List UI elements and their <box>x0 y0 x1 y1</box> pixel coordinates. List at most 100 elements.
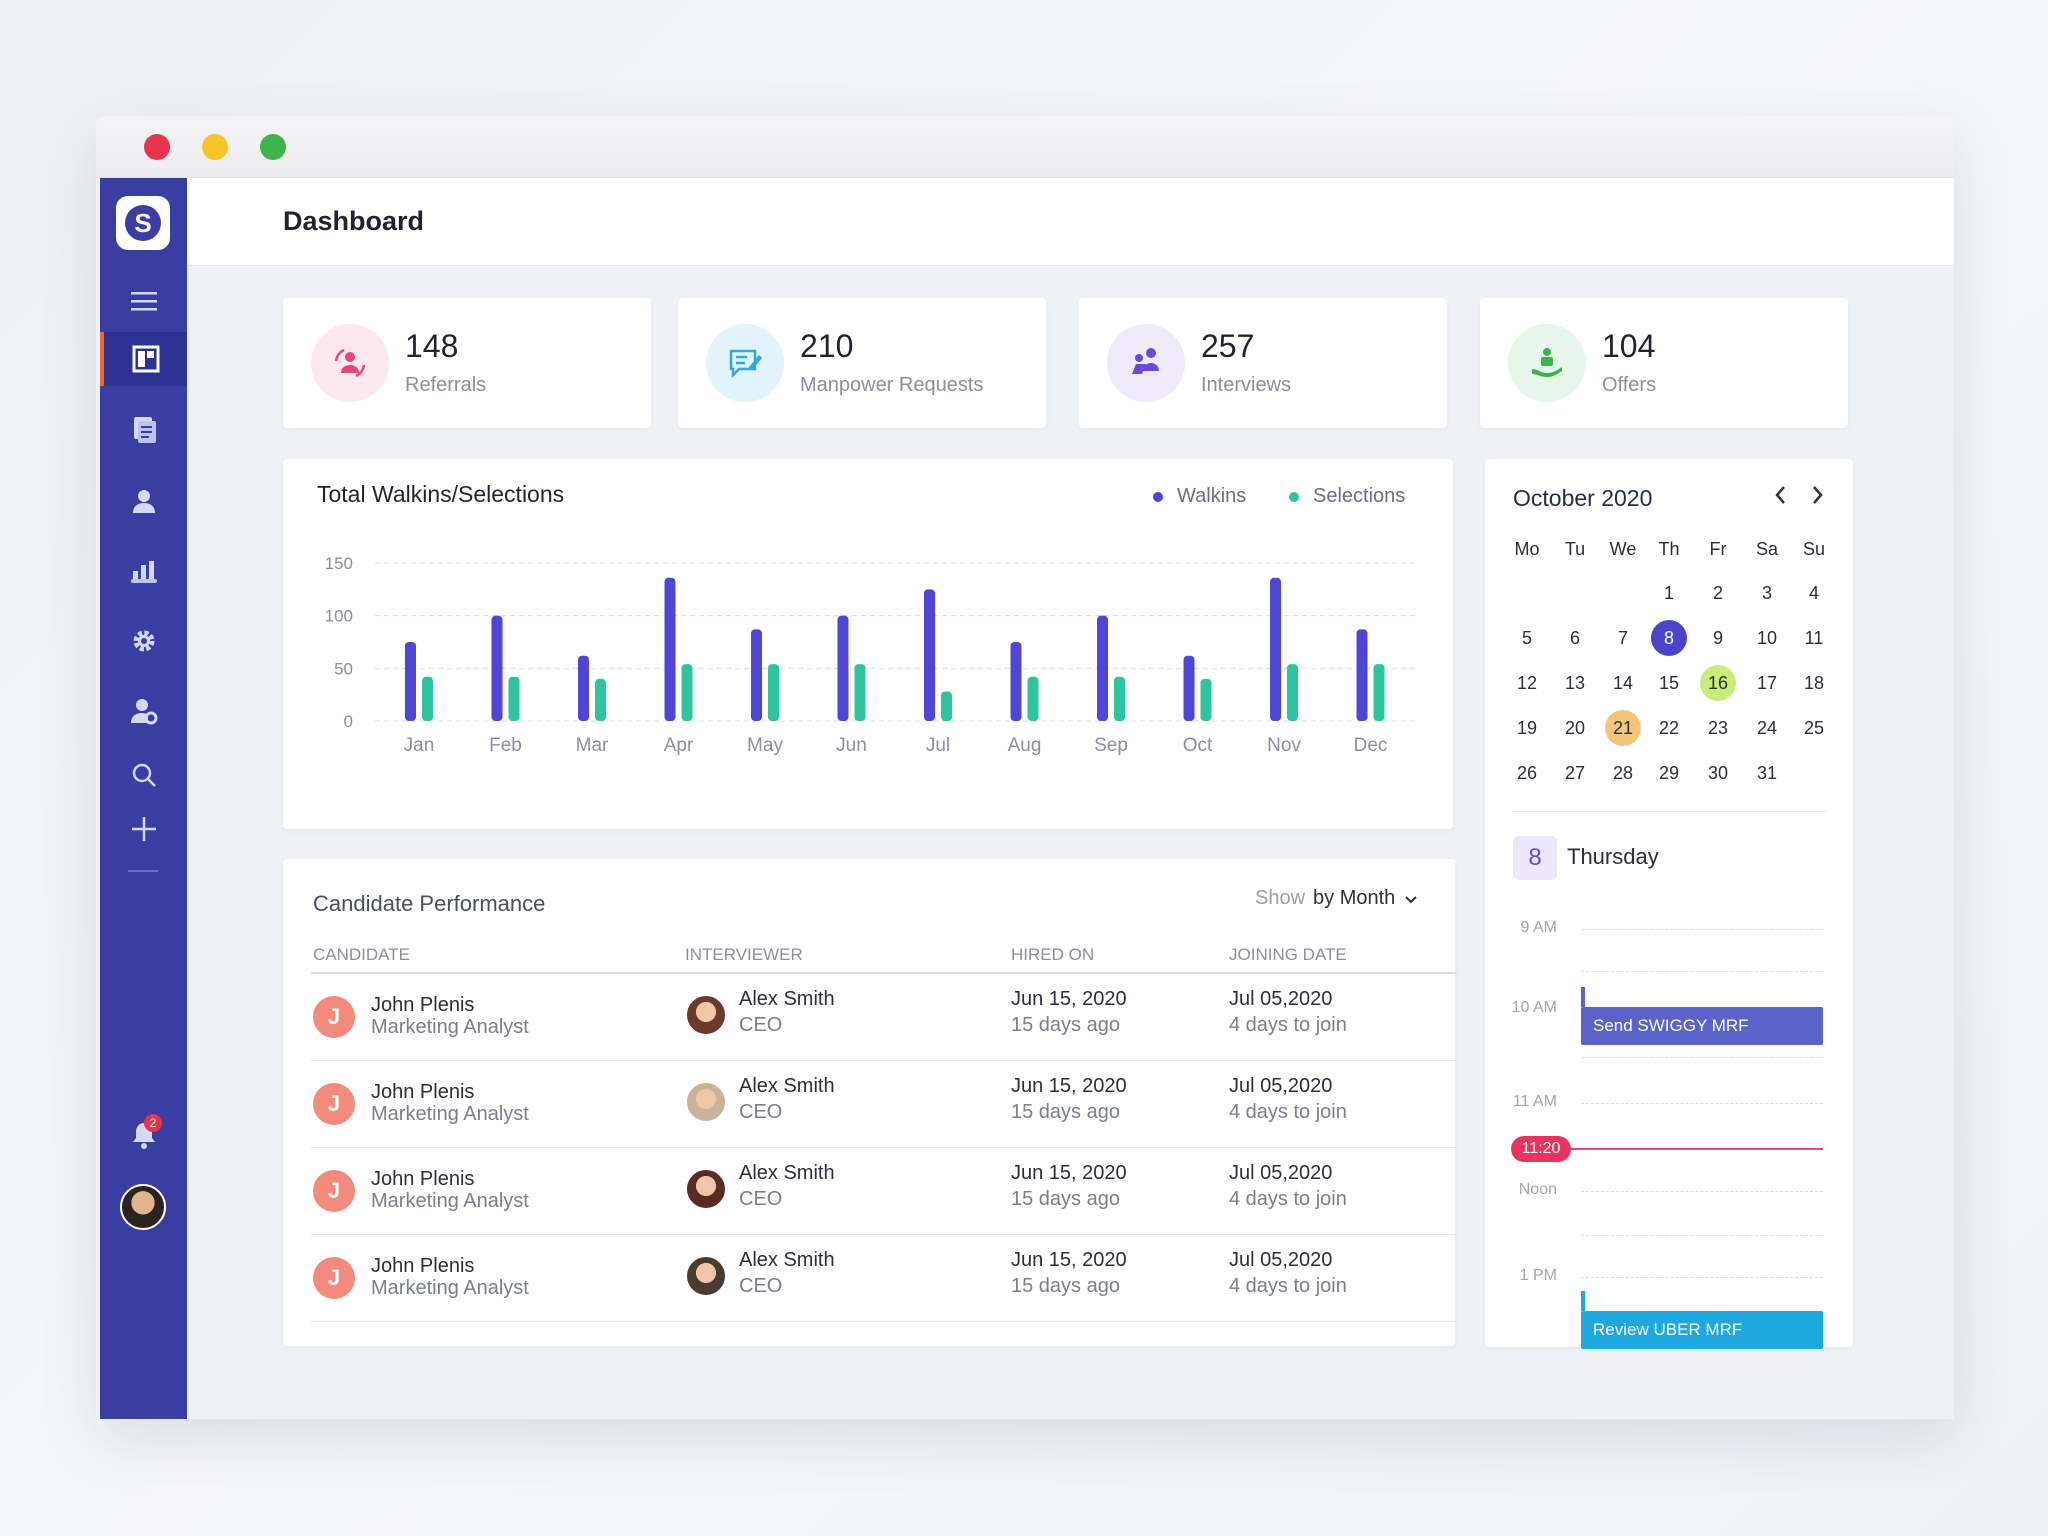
calendar-day[interactable]: 31 <box>1756 762 1778 783</box>
calendar-divider <box>1513 811 1827 812</box>
sidebar-item-settings[interactable] <box>100 614 187 668</box>
stat-card-referrals[interactable]: 148 Referrals <box>283 298 651 428</box>
interviewer-role: CEO <box>739 1188 783 1210</box>
stat-label: Referrals <box>405 374 487 396</box>
candidate-name[interactable]: John Plenis <box>371 1168 475 1190</box>
bar-walkins <box>664 577 676 721</box>
bar-walkins <box>837 615 849 721</box>
candidate-avatar: J <box>313 1083 355 1125</box>
offers-icon <box>1508 324 1586 402</box>
calendar-day[interactable]: 17 <box>1756 672 1778 693</box>
candidate-name[interactable]: John Plenis <box>371 994 475 1016</box>
hired-date: Jun 15, 2020 <box>1011 1249 1127 1271</box>
sidebar-item-user-settings[interactable] <box>100 684 187 738</box>
joining-date: Jul 05,2020 <box>1229 1249 1333 1271</box>
user-avatar[interactable] <box>120 1184 166 1230</box>
notifications-button[interactable]: 2 <box>100 1108 187 1162</box>
bar-selections <box>1287 664 1298 721</box>
documents-icon <box>133 417 156 443</box>
calendar-day-selected[interactable]: 8 <box>1651 620 1687 656</box>
calendar-day[interactable]: 7 <box>1617 627 1628 648</box>
calendar-day[interactable]: 11 <box>1804 627 1824 648</box>
calendar-day[interactable]: 24 <box>1756 717 1778 738</box>
x-tick-label: Oct <box>1183 735 1213 756</box>
candidate-name[interactable]: John Plenis <box>371 1081 475 1103</box>
calendar-day[interactable]: 6 <box>1569 627 1580 648</box>
chart-title: Total Walkins/Selections <box>317 481 565 507</box>
calendar-day[interactable]: 27 <box>1564 762 1586 783</box>
hired-ago: 15 days ago <box>1011 1014 1120 1036</box>
calendar-day-highlighted[interactable]: 16 <box>1700 665 1736 701</box>
month-filter-dropdown[interactable]: Show by Month <box>1255 887 1419 910</box>
calendar-day[interactable]: 13 <box>1564 672 1586 693</box>
calendar-day[interactable]: 20 <box>1564 717 1586 738</box>
app-logo[interactable]: S <box>116 196 170 250</box>
calendar-day[interactable]: 23 <box>1707 717 1729 738</box>
calendar-day[interactable]: 26 <box>1516 762 1538 783</box>
table-row[interactable]: J John Plenis Marketing Analyst Alex Smith C… <box>283 1235 1457 1322</box>
calendar-day-today[interactable]: 21 <box>1605 710 1641 746</box>
weekday-label: Fr <box>1709 539 1727 559</box>
legend-selections: Selections <box>1289 485 1405 508</box>
bar-walkins <box>1097 615 1108 721</box>
table-row[interactable]: J John Plenis Marketing Analyst Alex Smith C… <box>283 974 1457 1061</box>
calendar-day[interactable]: 15 <box>1658 672 1680 693</box>
schedule-event[interactable]: Review UBER MRF <box>1581 1311 1823 1349</box>
bar-selections <box>854 664 866 721</box>
x-tick-label: Apr <box>664 735 694 756</box>
sidebar-divider <box>128 870 158 872</box>
interviewer-name: Alex Smith <box>739 1162 835 1184</box>
stat-value: 257 <box>1201 328 1255 364</box>
hired-date: Jun 15, 2020 <box>1011 1162 1127 1184</box>
table-row[interactable]: J John Plenis Marketing Analyst Alex Smith C… <box>283 1148 1457 1235</box>
plus-icon <box>131 817 156 841</box>
x-tick-label: Dec <box>1354 735 1388 756</box>
calendar-day[interactable]: 12 <box>1516 672 1538 693</box>
add-button[interactable] <box>100 802 187 856</box>
sidebar-item-dashboard[interactable] <box>100 332 187 386</box>
x-tick-label: Feb <box>489 735 522 756</box>
sidebar-item-reports[interactable] <box>100 544 187 598</box>
days-to-join: 4 days to join <box>1229 1275 1347 1297</box>
top-bar: Dashboard <box>187 178 1954 266</box>
candidate-role: Marketing Analyst <box>371 1190 529 1212</box>
table-row[interactable]: J John Plenis Marketing Analyst Alex Smith C… <box>283 1061 1457 1148</box>
calendar-day[interactable]: 1 <box>1663 582 1674 603</box>
maximize-window-button[interactable] <box>260 134 286 160</box>
interviewer-avatar <box>685 1168 727 1210</box>
calendar-day[interactable]: 29 <box>1658 762 1680 783</box>
bar-selections <box>1027 676 1039 721</box>
menu-icon[interactable] <box>100 274 187 328</box>
calendar-day[interactable]: 22 <box>1658 717 1680 738</box>
calendar-day[interactable]: 18 <box>1803 672 1825 693</box>
stat-card-manpower-requests[interactable]: 210 Manpower Requests <box>678 298 1046 428</box>
prev-month-button[interactable] <box>1771 483 1791 512</box>
next-month-button[interactable] <box>1807 483 1827 512</box>
calendar-day[interactable]: 19 <box>1516 717 1538 738</box>
candidate-name[interactable]: John Plenis <box>371 1255 475 1277</box>
header-divider <box>311 972 1457 974</box>
stat-label: Interviews <box>1201 374 1292 396</box>
current-time-line <box>1545 1148 1823 1150</box>
sidebar-item-documents[interactable] <box>100 402 187 456</box>
calendar-day[interactable]: 3 <box>1761 582 1772 603</box>
calendar-day[interactable]: 14 <box>1612 672 1634 693</box>
sidebar-item-candidates[interactable] <box>100 474 187 528</box>
calendar-day[interactable]: 2 <box>1712 582 1723 603</box>
stat-card-offers[interactable]: 104 Offers <box>1480 298 1848 428</box>
schedule-event[interactable]: Send SWIGGY MRF <box>1581 1007 1823 1045</box>
stat-card-interviews[interactable]: 257 Interviews <box>1079 298 1447 428</box>
days-to-join: 4 days to join <box>1229 1101 1347 1123</box>
bar-selections <box>1373 664 1385 721</box>
hour-gridline <box>1581 1277 1823 1278</box>
calendar-day[interactable]: 25 <box>1803 717 1825 738</box>
minimize-window-button[interactable] <box>202 134 228 160</box>
calendar-day[interactable]: 9 <box>1712 627 1723 648</box>
search-button[interactable] <box>100 748 187 802</box>
calendar-day[interactable]: 5 <box>1521 627 1532 648</box>
calendar-day[interactable]: 10 <box>1756 627 1778 648</box>
calendar-day[interactable]: 28 <box>1612 762 1634 783</box>
calendar-day[interactable]: 30 <box>1707 762 1729 783</box>
close-window-button[interactable] <box>144 134 170 160</box>
calendar-day[interactable]: 4 <box>1808 582 1819 603</box>
